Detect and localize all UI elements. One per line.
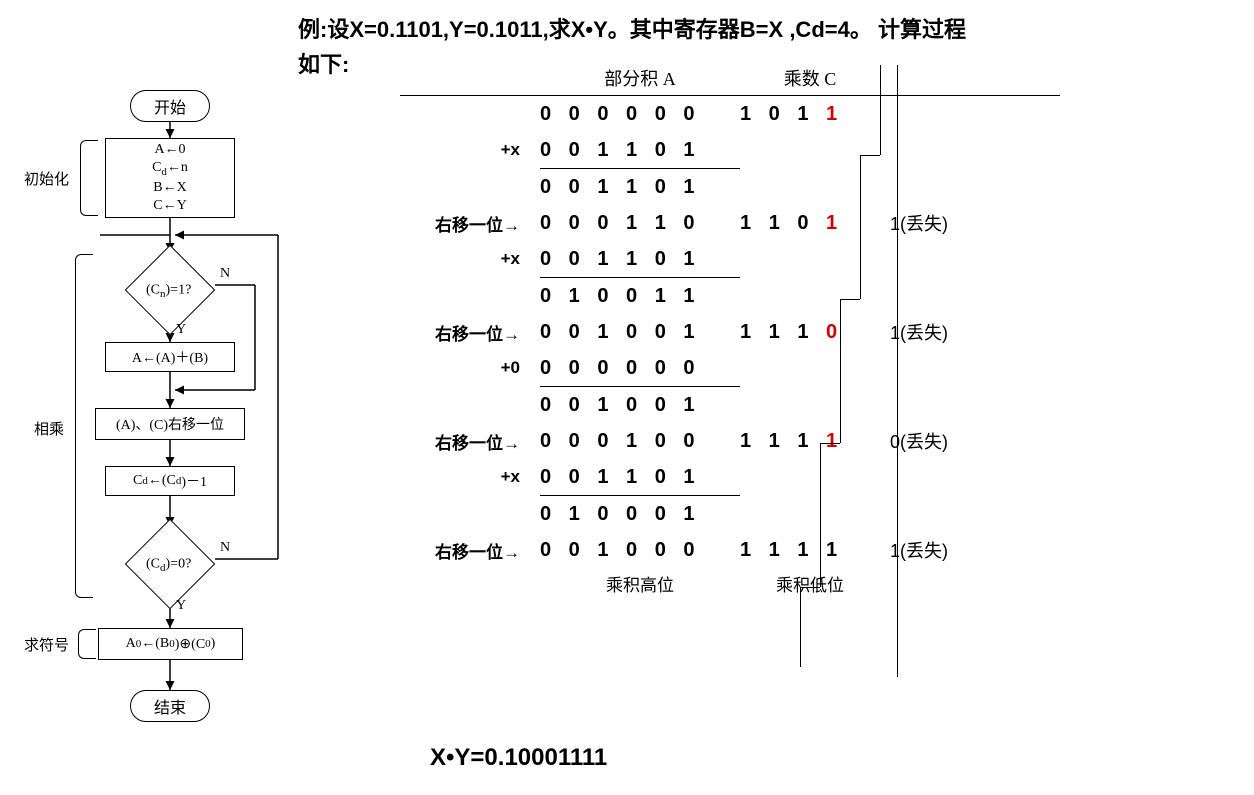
- op-cell: 右移一位→: [400, 320, 540, 345]
- multiplier-cell: 1 1 1 0: [740, 321, 880, 344]
- calc-row: +x0 0 1 1 0 1: [400, 241, 1060, 277]
- op-cell: 右移一位→: [400, 429, 540, 454]
- lost-bit-cell: 1(丢失): [880, 210, 980, 236]
- cond1-y-label: Y: [176, 322, 186, 338]
- partial-product-cell: 0 0 1 0 0 0: [540, 539, 740, 562]
- calc-row: 0 1 0 0 1 1: [400, 278, 1060, 314]
- header-multiplier: 乘数 C: [740, 65, 880, 91]
- cond2-diamond: (Cd)=0?: [125, 519, 216, 610]
- cond1-diamond: (Cn)=1?: [125, 245, 216, 336]
- start-node: 开始: [130, 90, 210, 122]
- lost-bit-cell: 0(丢失): [880, 428, 980, 454]
- partial-product-cell: 0 0 0 0 0 0: [540, 103, 740, 126]
- stair-v0: [880, 65, 881, 155]
- calc-row: +00 0 0 0 0 0: [400, 350, 1060, 386]
- brace-init: [80, 140, 98, 216]
- calc-body: 0 0 0 0 0 01 0 1 1+x0 0 1 1 0 10 0 1 1 0…: [400, 96, 1060, 568]
- multiplier-cell: 1 1 1 1: [740, 430, 880, 453]
- cond2-y-label: Y: [176, 598, 186, 614]
- partial-product-cell: 0 0 0 0 0 0: [540, 357, 740, 380]
- header-partial-product: 部分积 A: [540, 65, 740, 91]
- stair-h4: [800, 587, 820, 588]
- brace-mult-label: 相乘: [34, 418, 64, 439]
- stair-h1: [860, 155, 880, 156]
- multiplier-cell: 1 1 1 1: [740, 539, 880, 562]
- calc-row: 右移一位→0 0 0 1 1 01 1 0 11(丢失): [400, 205, 1060, 241]
- stair-v2: [840, 299, 841, 443]
- op-cell: 右移一位→: [400, 538, 540, 563]
- brace-sign-label: 求符号: [24, 634, 69, 655]
- calc-row: 0 0 1 0 0 1: [400, 387, 1060, 423]
- footer-low: 乘积低位: [740, 571, 880, 596]
- add-node: A←(A)＋(B): [105, 342, 235, 372]
- lost-bit-cell: 1(丢失): [880, 537, 980, 563]
- op-cell: +x: [400, 467, 540, 487]
- brace-sign: [78, 629, 96, 659]
- partial-product-cell: 0 1 0 0 0 1: [540, 503, 740, 526]
- calc-row: +x0 0 1 1 0 1: [400, 459, 1060, 495]
- cond1-n-label: N: [220, 266, 230, 282]
- calc-row: +x0 0 1 1 0 1: [400, 132, 1060, 168]
- multiplier-cell: 1 1 0 1: [740, 212, 880, 235]
- cond2-n-label: N: [220, 540, 230, 556]
- calc-row: 右移一位→0 0 1 0 0 11 1 1 01(丢失): [400, 314, 1060, 350]
- partial-product-cell: 0 1 0 0 1 1: [540, 285, 740, 308]
- partial-product-cell: 0 0 1 0 0 1: [540, 321, 740, 344]
- lost-bit-cell: 1(丢失): [880, 319, 980, 345]
- partial-product-cell: 0 0 1 1 0 1: [540, 248, 740, 271]
- partial-product-cell: 0 0 0 1 0 0: [540, 430, 740, 453]
- multiplier-cell: 1 0 1 1: [740, 103, 880, 126]
- op-cell: +x: [400, 140, 540, 160]
- stair-h3: [820, 443, 840, 444]
- result: X•Y=0.10001111: [430, 744, 607, 772]
- stair-v3: [820, 443, 821, 587]
- shift-node: (A)、(C)右移一位: [95, 408, 245, 440]
- dec-node: Cd←(Cd)－1: [105, 466, 235, 496]
- calc-row: 0 1 0 0 0 1: [400, 496, 1060, 532]
- op-cell: +x: [400, 249, 540, 269]
- partial-product-cell: 0 0 1 0 0 1: [540, 394, 740, 417]
- brace-mult: [75, 254, 93, 598]
- partial-product-cell: 0 0 1 1 0 1: [540, 139, 740, 162]
- calculation-table: 部分积 A 乘数 C 0 0 0 0 0 01 0 1 1+x0 0 1 1 0…: [400, 65, 1060, 598]
- calc-header: 部分积 A 乘数 C: [400, 65, 1060, 96]
- calc-row: 右移一位→0 0 1 0 0 01 1 1 11(丢失): [400, 532, 1060, 568]
- brace-init-label: 初始化: [24, 168, 69, 189]
- sign-node: A 0←(B0)⊕(C 0): [98, 628, 243, 660]
- partial-product-cell: 0 0 0 1 1 0: [540, 212, 740, 235]
- stair-v1: [860, 155, 861, 299]
- flowchart: 开始 A←0 Cd←n B←X C←Y (Cn)=1? A←(A)＋(B) (A…: [20, 80, 300, 760]
- partial-product-cell: 0 0 1 1 0 1: [540, 176, 740, 199]
- stair-h2: [840, 299, 860, 300]
- stair-v4: [800, 587, 801, 667]
- partial-product-cell: 0 0 1 1 0 1: [540, 466, 740, 489]
- end-node: 结束: [130, 690, 210, 722]
- footer-high: 乘积高位: [540, 571, 740, 596]
- op-cell: 右移一位→: [400, 211, 540, 236]
- lost-boundary-line: [897, 65, 898, 677]
- init-node: A←0 Cd←n B←X C←Y: [105, 138, 235, 218]
- calc-row: 0 0 1 1 0 1: [400, 169, 1060, 205]
- op-cell: +0: [400, 358, 540, 378]
- calc-row: 0 0 0 0 0 01 0 1 1: [400, 96, 1060, 132]
- calc-row: 右移一位→0 0 0 1 0 01 1 1 10(丢失): [400, 423, 1060, 459]
